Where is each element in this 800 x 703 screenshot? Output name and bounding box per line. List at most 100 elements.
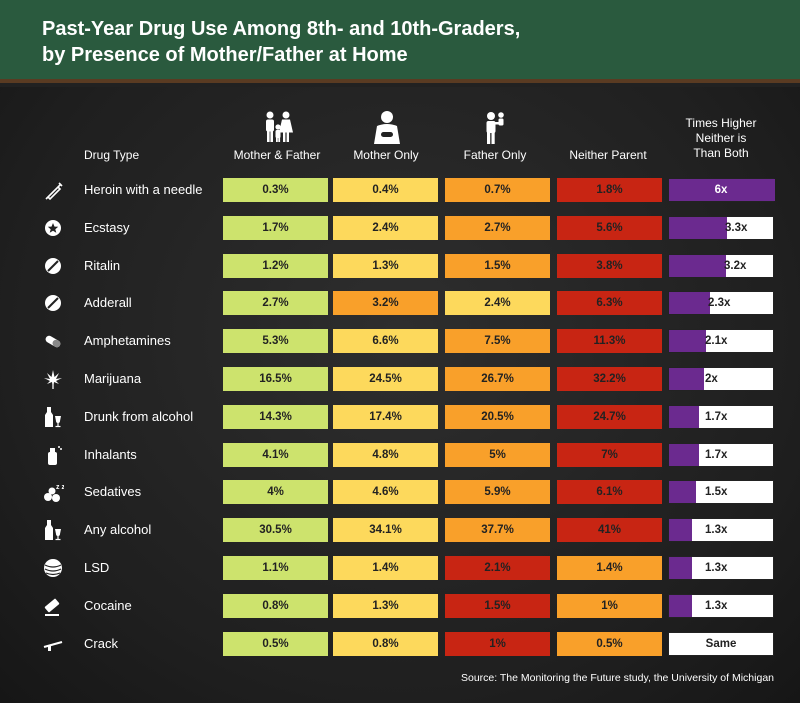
rate-cell: 3.2% xyxy=(333,291,438,315)
rate-cell: 34.1% xyxy=(333,518,438,542)
rate-cell: 0.3% xyxy=(223,178,328,202)
rate-cell: 4.8% xyxy=(333,443,438,467)
father-only-header: Father Only xyxy=(463,148,527,162)
ratio-label: 3.2x xyxy=(724,260,747,272)
syringe-icon xyxy=(45,182,63,201)
rate-cell: 17.4% xyxy=(333,405,438,429)
rate-cell: 1.2% xyxy=(223,254,328,278)
ratio-label: 2.1x xyxy=(705,335,728,347)
ratio-fill xyxy=(669,406,699,428)
rate-cell: 3.8% xyxy=(557,254,662,278)
ratio-label: 1.5x xyxy=(705,486,728,498)
rate-cell: 6.6% xyxy=(333,329,438,353)
rate-cell: 1.1% xyxy=(223,556,328,580)
rate-cell: 26.7% xyxy=(445,367,550,391)
ratio-fill xyxy=(669,330,706,352)
pill-icon xyxy=(45,258,61,274)
ratio-bar: Same xyxy=(668,632,774,656)
rate-cell: 1% xyxy=(445,632,550,656)
ratio-bar: 3.3x xyxy=(668,216,774,240)
rate-cell: 4% xyxy=(223,480,328,504)
spray-can-icon xyxy=(48,446,62,465)
pills-zzz-icon: z z xyxy=(44,484,64,502)
title-line-2: by Presence of Mother/Father at Home xyxy=(42,44,408,66)
times-header-line-2: Neither is xyxy=(695,131,747,145)
rate-cell: 5.6% xyxy=(557,216,662,240)
ratio-fill xyxy=(669,444,699,466)
drug-label: Drunk from alcohol xyxy=(84,409,194,424)
rate-cell: 1.3% xyxy=(333,254,438,278)
ratio-bar: 1.3x xyxy=(668,518,774,542)
rate-cell: 1.4% xyxy=(557,556,662,580)
rate-cell: 0.4% xyxy=(333,178,438,202)
rate-cell: 5.9% xyxy=(445,480,550,504)
swirl-icon xyxy=(44,559,62,577)
ratio-label: 2.3x xyxy=(708,297,731,309)
ratio-label: 1.3x xyxy=(705,524,728,536)
rate-cell: 0.5% xyxy=(223,632,328,656)
rate-cell: 2.4% xyxy=(445,291,550,315)
ratio-label: 1.7x xyxy=(705,411,728,423)
chart-title: Past-Year Drug Use Among 8th- and 10th-G… xyxy=(42,16,520,68)
rate-cell: 6.3% xyxy=(557,291,662,315)
ratio-label: 1.3x xyxy=(705,600,728,612)
drug-label: Inhalants xyxy=(84,447,137,462)
bottle-glass-icon xyxy=(45,520,61,541)
drug-label: Any alcohol xyxy=(84,522,152,537)
drug-label: Sedatives xyxy=(84,484,142,499)
ratio-label: 1.7x xyxy=(705,449,728,461)
leaf-icon xyxy=(44,370,62,389)
drug-label: Heroin with a needle xyxy=(84,182,203,197)
mother-only-header: Mother Only xyxy=(353,148,419,162)
ratio-bar: 2x xyxy=(668,367,774,391)
rate-cell: 0.8% xyxy=(333,632,438,656)
rate-cell: 30.5% xyxy=(223,518,328,542)
ratio-fill xyxy=(669,519,692,541)
rate-cell: 32.2% xyxy=(557,367,662,391)
rate-cell: 0.5% xyxy=(557,632,662,656)
ratio-fill xyxy=(669,481,696,503)
ratio-bar: 1.7x xyxy=(668,405,774,429)
rate-cell: 14.3% xyxy=(223,405,328,429)
ratio-bar: 1.3x xyxy=(668,556,774,580)
rate-cell: 1.5% xyxy=(445,594,550,618)
ratio-fill xyxy=(669,292,710,314)
rate-cell: 24.7% xyxy=(557,405,662,429)
rate-cell: 0.8% xyxy=(223,594,328,618)
rate-cell: 6.1% xyxy=(557,480,662,504)
rate-cell: 4.6% xyxy=(333,480,438,504)
times-higher-header: Times Higher Neither is Than Both xyxy=(668,116,774,161)
rate-cell: 1.8% xyxy=(557,178,662,202)
ratio-fill xyxy=(669,255,726,277)
star-pill-icon xyxy=(45,220,61,236)
ratio-bar: 1.3x xyxy=(668,594,774,618)
rate-cell: 5.3% xyxy=(223,329,328,353)
rate-cell: 1% xyxy=(557,594,662,618)
rate-cell: 7.5% xyxy=(445,329,550,353)
source-note: Source: The Monitoring the Future study,… xyxy=(460,672,774,684)
ratio-bar: 1.5x xyxy=(668,480,774,504)
ratio-fill xyxy=(669,179,775,201)
drug-type-header: Drug Type xyxy=(84,148,140,162)
times-header-line-3: Than Both xyxy=(693,146,749,160)
drug-label: Adderall xyxy=(84,295,132,310)
rate-cell: 41% xyxy=(557,518,662,542)
rate-cell: 1.3% xyxy=(333,594,438,618)
ratio-label: 2x xyxy=(705,373,718,385)
rate-cell: 11.3% xyxy=(557,329,662,353)
svg-text:z z: z z xyxy=(56,484,64,491)
bottle-glass-icon xyxy=(45,407,61,428)
rate-cell: 1.7% xyxy=(223,216,328,240)
rate-cell: 2.1% xyxy=(445,556,550,580)
title-banner: Past-Year Drug Use Among 8th- and 10th-G… xyxy=(0,0,800,83)
ratio-label: 1.3x xyxy=(705,562,728,574)
times-header-line-1: Times Higher xyxy=(685,116,757,130)
mother-icon xyxy=(374,111,400,144)
drug-label: Ecstasy xyxy=(84,220,130,235)
rate-cell: 16.5% xyxy=(223,367,328,391)
title-line-1: Past-Year Drug Use Among 8th- and 10th-G… xyxy=(42,18,521,40)
rate-cell: 24.5% xyxy=(333,367,438,391)
ratio-label: Same xyxy=(705,638,737,650)
pipe-icon xyxy=(43,640,63,651)
drug-label: Amphetamines xyxy=(84,333,171,348)
